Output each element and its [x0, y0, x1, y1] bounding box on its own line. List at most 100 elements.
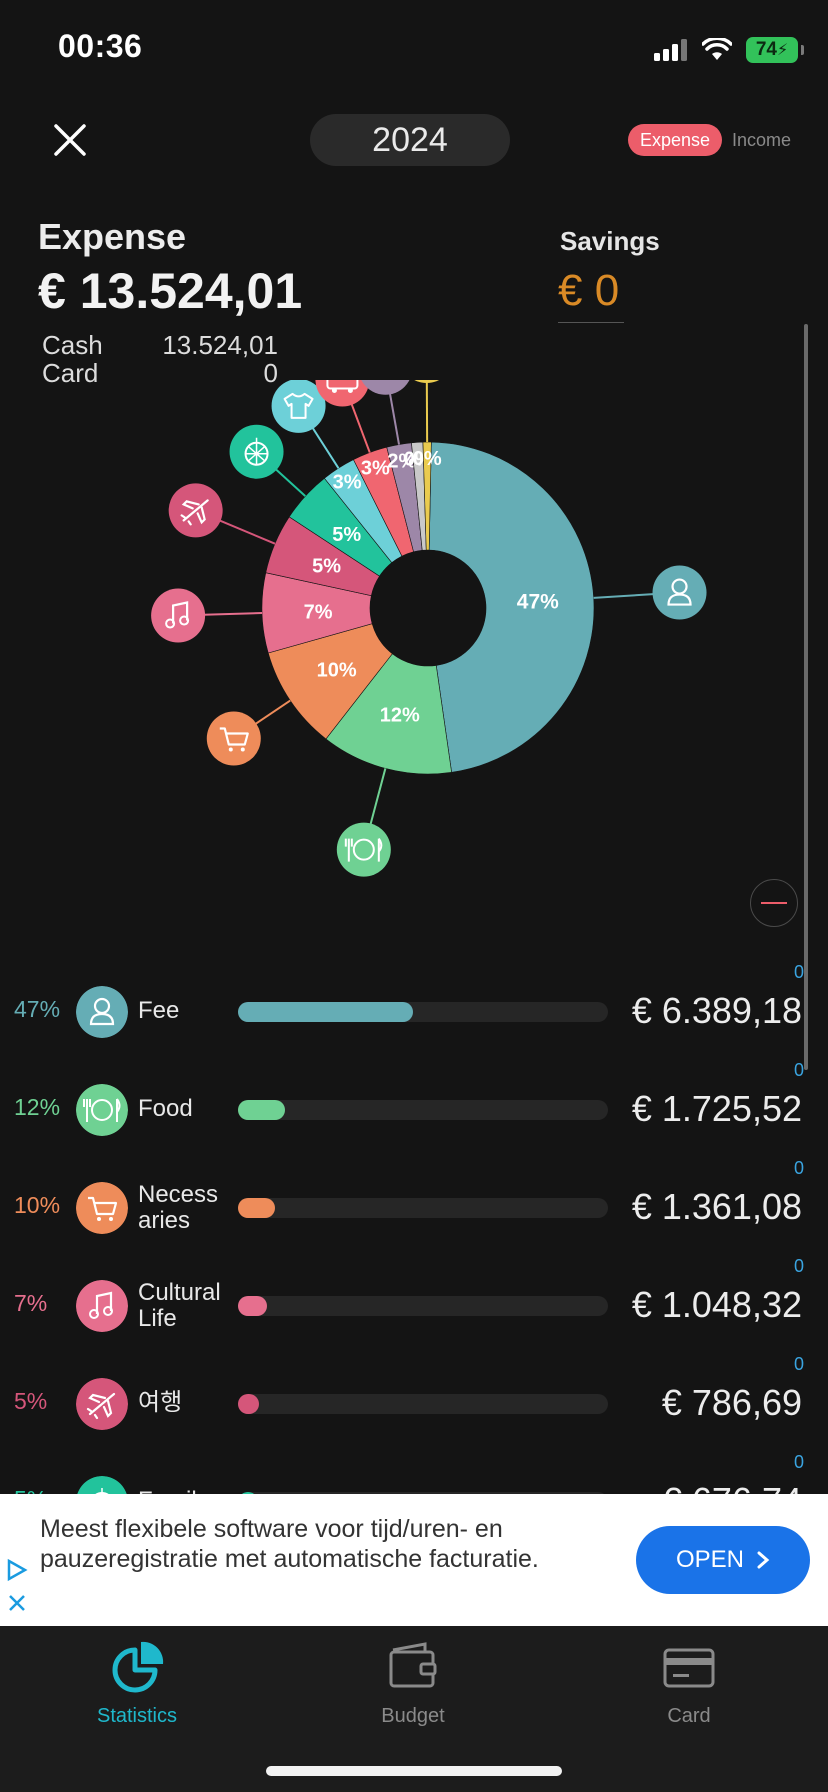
shirt-icon[interactable] [271, 380, 326, 433]
slice-label: 2% [387, 450, 416, 472]
cutlery-icon[interactable] [336, 822, 391, 877]
category-bar-track [238, 1394, 608, 1414]
category-list: 0 47% Fee € 6.389,18 0 12% Food € 1.725,… [0, 962, 828, 1494]
category-bar-fill [238, 1198, 276, 1218]
card-label: Card [42, 358, 99, 388]
slice-label: 10% [317, 659, 357, 681]
category-bar-fill [238, 1296, 267, 1316]
ad-text: Meest flexibele software voor tijd/uren-… [40, 1515, 539, 1573]
slice-label: 0% [413, 448, 442, 470]
tab-budget[interactable]: Budget [333, 1640, 493, 1728]
music-note-icon [76, 1280, 128, 1332]
airplane-icon[interactable] [168, 483, 223, 538]
category-name: Cultural Life [138, 1279, 221, 1332]
close-icon [54, 124, 86, 156]
category-amount: € 6.389,18 [631, 990, 802, 1031]
collapse-button[interactable] [750, 879, 798, 927]
slice-label: 12% [380, 704, 420, 726]
category-zero: 0 [793, 1158, 804, 1178]
disco-ball-icon[interactable] [229, 424, 284, 479]
cutlery-icon [76, 1084, 128, 1136]
category-amount: € 1.725,52 [631, 1088, 802, 1129]
category-percent: 47% [14, 996, 61, 1022]
slice-label: 3% [333, 472, 362, 494]
savings-label: Savings [560, 226, 660, 256]
category-row[interactable]: 0 47% Fee € 6.389,18 [0, 962, 828, 1060]
category-zero: 0 [793, 1452, 804, 1472]
category-row[interactable]: 0 5% 여행 € 786,69 [0, 1354, 828, 1452]
tab-bar: Statistics Budget Card [0, 1626, 828, 1792]
expense-title: Expense [38, 216, 187, 257]
category-bar-track [238, 1100, 608, 1120]
category-percent: 10% [14, 1192, 61, 1218]
slice-label: 47% [517, 590, 559, 613]
battery-level: 74 [755, 39, 777, 60]
category-name: Family [138, 1488, 230, 1495]
ad-open-label: OPEN [675, 1546, 744, 1573]
category-amount: € 1.361,08 [631, 1186, 802, 1227]
wifi-icon [702, 38, 732, 60]
category-percent: 12% [14, 1094, 61, 1120]
slice-label: 3% [361, 458, 390, 480]
credit-card-icon [663, 1648, 715, 1688]
ad-close-icon[interactable] [8, 1594, 26, 1612]
year-selector[interactable]: 2024 [310, 114, 510, 166]
segment-expense[interactable]: Expense [628, 124, 723, 156]
category-name: Necessaries [138, 1181, 219, 1234]
category-amount: € 676,74 [662, 1480, 802, 1494]
cash-value: 13.524,01 [162, 330, 278, 360]
home-indicator[interactable] [266, 1766, 562, 1776]
disco-ball-icon [77, 1476, 127, 1494]
expense-total: € 13.524,01 [38, 263, 303, 319]
expense-donut-chart[interactable]: 47%12%10%7%5%5%3%3%2%0%0% [0, 380, 828, 980]
person-icon[interactable] [652, 565, 707, 620]
cart-icon [76, 1182, 128, 1234]
category-zero: 0 [793, 1354, 804, 1374]
category-percent: 7% [14, 1290, 48, 1316]
phone-icon[interactable] [400, 380, 454, 383]
category-row[interactable]: 0 12% Food € 1.725,52 [0, 1060, 828, 1158]
category-bar-fill [238, 1002, 413, 1022]
category-percent: 5% [14, 1486, 47, 1494]
signal-icon [654, 39, 687, 61]
category-bar-track [238, 1296, 608, 1316]
wallet-icon [389, 1642, 437, 1688]
bus-icon[interactable] [315, 380, 370, 407]
category-bar-fill [238, 1394, 260, 1414]
category-zero: 0 [793, 1256, 804, 1276]
tab-budget-label: Budget [381, 1705, 445, 1727]
music-note-icon[interactable] [151, 588, 206, 643]
cash-label: Cash [42, 330, 103, 360]
category-row[interactable]: 0 5% Family € 676,74 [0, 1452, 828, 1494]
ad-open-button[interactable]: OPEN [636, 1526, 810, 1594]
category-row[interactable]: 0 10% Necessaries € 1.361,08 [0, 1158, 828, 1256]
category-amount: € 1.048,32 [631, 1284, 802, 1325]
category-zero: 0 [793, 1060, 804, 1080]
minus-icon [761, 902, 787, 904]
slice-label: 5% [332, 524, 361, 546]
close-button[interactable] [48, 118, 92, 162]
airplane-icon [76, 1378, 128, 1430]
tab-card[interactable]: Card [609, 1640, 769, 1728]
category-row[interactable]: 0 7% Cultural Life € 1.048,32 [0, 1256, 828, 1354]
chevron-right-icon [757, 1551, 770, 1569]
tab-card-label: Card [667, 1705, 711, 1727]
news-icon[interactable] [358, 380, 412, 395]
category-name: Fee [138, 997, 180, 1024]
cart-icon[interactable] [206, 711, 261, 766]
card-value: 0 [263, 358, 278, 388]
person-icon [76, 986, 128, 1038]
category-bar-track [238, 1198, 608, 1218]
ad-banner[interactable]: Meest flexibele software voor tijd/uren-… [0, 1494, 828, 1626]
category-name: 여행 [138, 1389, 183, 1416]
savings-value[interactable]: € 0 [558, 266, 624, 323]
scrollbar[interactable] [804, 324, 808, 1070]
status-time: 00:36 [58, 28, 143, 64]
tab-statistics[interactable]: Statistics [57, 1640, 217, 1728]
adchoices-icon[interactable] [6, 1558, 28, 1582]
pie-chart-icon [112, 1641, 164, 1693]
battery-icon: 74 ⚡ [746, 37, 804, 63]
category-amount: € 786,69 [661, 1382, 802, 1423]
category-bar-fill [238, 1492, 258, 1494]
segment-income[interactable]: Income [732, 129, 792, 150]
